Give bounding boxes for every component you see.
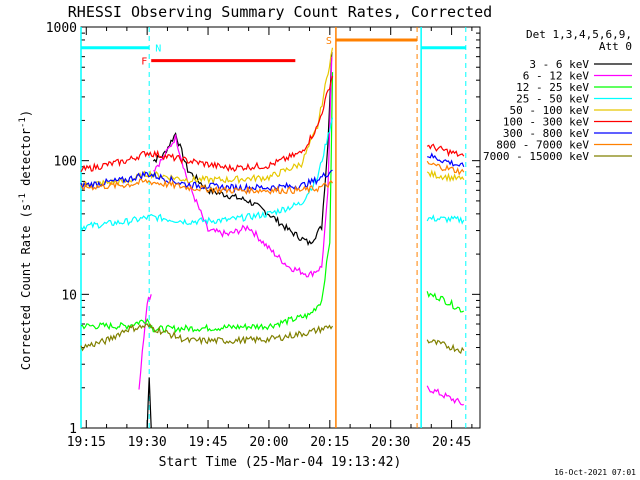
legend-label-3-6-kev: 3 - 6 keV [529, 58, 589, 71]
series-line-800-7000-kev-segment-1 [426, 160, 465, 176]
legend-label-50-100-kev: 50 - 100 keV [510, 104, 590, 117]
series-line-3-6-kev-segment-0 [146, 377, 152, 429]
x-tick-label-2030: 20:30 [371, 435, 410, 450]
series-line-25-50-kev-segment-1 [426, 214, 465, 225]
series-line-6-12-kev-segment-2 [426, 385, 464, 406]
x-tick-label-2045: 20:45 [432, 435, 471, 450]
series-line-300-800-kev-segment-1 [427, 152, 465, 168]
legend-label-25-50-kev: 25 - 50 keV [516, 93, 589, 106]
x-axis-label: Start Time (25-Mar-04 19:13:42) [159, 455, 402, 470]
flag-label-saa: S [326, 36, 332, 47]
svg-text:Corrected Count Rate (s-1 dete: Corrected Count Rate (s-1 detector-1) [18, 110, 33, 370]
x-tick-label-2015: 20:15 [310, 435, 349, 450]
flag-label-night: N [155, 44, 161, 55]
series-line-25-50-kev-segment-0 [80, 117, 334, 232]
series-line-50-100-kev-segment-1 [426, 169, 465, 183]
legend-header-line-1: Det 1,3,4,5,6,9, [526, 28, 632, 41]
x-tick-label-1945: 19:45 [188, 435, 227, 450]
x-tick-label-1915: 19:15 [67, 435, 106, 450]
chart-title: RHESSI Observing Summary Count Rates, Co… [68, 3, 492, 21]
legend-label-100-300-kev: 100 - 300 keV [503, 116, 589, 129]
y-axis-label-end: ) [19, 110, 33, 117]
series-line-3-6-kev-segment-1 [152, 51, 333, 247]
y-axis-label-exp-1: -1 [18, 193, 28, 204]
series-line-100-300-kev-segment-1 [426, 143, 465, 158]
y-axis-label: Corrected Count Rate (s-1 detector-1) [18, 110, 33, 370]
legend-label-300-800-kev: 300 - 800 keV [503, 127, 589, 140]
y-tick-label-100: 100 [54, 155, 77, 170]
footer-timestamp: 16-Oct-2021 07:01 [554, 468, 636, 477]
plot-area: 1 10 100 1000 19:15 19:30 19:45 20:00 20:15 20:30… [46, 21, 481, 450]
series-line-6-12-kev-segment-0 [138, 294, 152, 390]
legend-label-12-25-kev: 12 - 25 keV [516, 81, 589, 94]
y-tick-label-1: 1 [69, 422, 77, 437]
series-line-50-100-kev-segment-0 [80, 47, 334, 188]
x-tick-label-2000: 20:00 [249, 435, 288, 450]
y-axis-label-main: Corrected Count Rate (s [19, 204, 33, 370]
legend-header-line-2: Att 0 [599, 40, 632, 53]
series-line-800-7000-kev-segment-0 [80, 178, 333, 196]
legend-label-6-12-kev: 6 - 12 keV [523, 70, 590, 83]
y-tick-label-10: 10 [61, 288, 77, 303]
series-line-12-25-kev-segment-1 [426, 291, 465, 313]
series-line-7000-15000-kev-segment-0 [80, 323, 334, 352]
series-line-100-300-kev-segment-0 [80, 75, 334, 173]
series-line-12-25-kev-segment-0 [80, 72, 334, 334]
flag-label-flare: F [141, 57, 147, 68]
legend-label-7000-15000-kev: 7000 - 15000 keV [483, 150, 589, 163]
x-tick-label-1930: 19:30 [128, 435, 167, 450]
series-line-7000-15000-kev-segment-1 [426, 339, 465, 355]
series-line-300-800-kev-segment-0 [80, 169, 333, 194]
y-tick-label-1000: 1000 [46, 21, 77, 36]
legend-label-800-7000-kev: 800 - 7000 keV [496, 139, 589, 152]
y-axis-label-exp-2: -1 [18, 117, 28, 128]
y-axis-label-mid: detector [19, 128, 33, 193]
series-line-6-12-kev-segment-1 [153, 56, 333, 278]
